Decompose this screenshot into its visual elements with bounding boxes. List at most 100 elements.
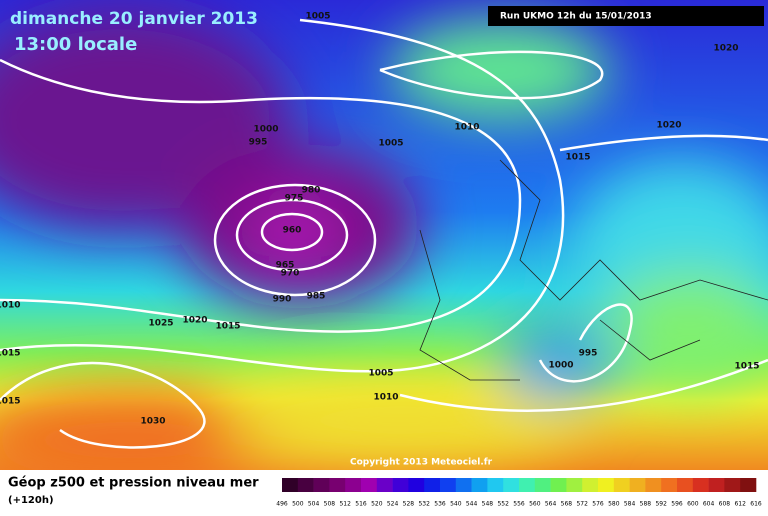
scale-cell	[361, 478, 378, 492]
scale-label: 540	[450, 501, 462, 508]
header: dimanche 20 janvier 2013 13:00 locale Ru…	[10, 6, 764, 55]
scale-label: 548	[482, 501, 494, 508]
scale-label: 564	[545, 501, 557, 508]
scale-label: 572	[576, 501, 588, 508]
isobar-label: 975	[285, 194, 304, 204]
isobar-label: 1010	[454, 123, 479, 133]
scale-label: 556	[513, 501, 525, 508]
scale-cell	[424, 478, 441, 492]
isobar-label: 965	[276, 261, 295, 271]
scale-cell	[724, 478, 741, 492]
scale-label: 596	[671, 501, 683, 508]
scale-cell	[313, 478, 330, 492]
isobar-label: 1020	[656, 121, 681, 131]
scale-label: 592	[655, 501, 667, 508]
scale-cell	[519, 478, 536, 492]
isobar-label: 960	[283, 226, 302, 236]
legend: Géop z500 et pression niveau mer (+120h)…	[0, 470, 768, 512]
scale-label: 544	[466, 501, 478, 508]
isobar-label: 1010	[0, 301, 21, 311]
scale-cell	[566, 478, 583, 492]
scale-cell	[392, 478, 409, 492]
scale-cell	[629, 478, 646, 492]
scale-cell	[677, 478, 694, 492]
scale-cell	[503, 478, 520, 492]
scale-cell	[708, 478, 725, 492]
scale-label: 532	[418, 501, 430, 508]
scale-cell	[661, 478, 678, 492]
scale-label: 600	[687, 501, 699, 508]
scale-label: 504	[308, 501, 320, 508]
isobar-label: 1020	[713, 44, 738, 54]
scale-label: 580	[608, 501, 620, 508]
run-box	[488, 6, 764, 26]
isobar-label: 985	[307, 292, 326, 302]
scale-label: 520	[371, 501, 383, 508]
scale-label: 616	[750, 501, 762, 508]
isobar-label: 970	[281, 269, 300, 279]
run: Run UKMO 12h du 15/01/2013	[500, 12, 652, 22]
isobar-label: 1015	[0, 349, 21, 359]
scale-cell	[645, 478, 662, 492]
isobar-label: 1015	[565, 153, 590, 163]
scale-cell	[282, 478, 299, 492]
scale-label: 568	[561, 501, 573, 508]
scale-cell	[740, 478, 757, 492]
scale-cell	[329, 478, 346, 492]
time: 13:00 locale	[14, 34, 137, 55]
legend-title: Géop z500 et pression niveau mer	[8, 476, 259, 491]
scale-cell	[550, 478, 567, 492]
copyright: Copyright 2013 Meteociel.fr	[350, 458, 493, 468]
isobar-label: 1010	[373, 393, 398, 403]
scale-label: 560	[529, 501, 541, 508]
scale-label: 516	[355, 501, 367, 508]
date: dimanche 20 janvier 2013	[10, 9, 258, 29]
scale-cell	[613, 478, 630, 492]
scale-label: 612	[734, 501, 746, 508]
scale-label: 584	[624, 501, 636, 508]
isobar-label: 1005	[378, 139, 403, 149]
scale-label: 608	[719, 501, 731, 508]
isobar-label: 990	[273, 295, 292, 305]
scale-label: 524	[387, 501, 399, 508]
isobar-label: 1005	[368, 369, 393, 379]
scale-label: 588	[640, 501, 652, 508]
scale-label: 604	[703, 501, 715, 508]
scale-label: 536	[434, 501, 446, 508]
isobar-label: 1005	[305, 12, 330, 22]
scale-cell	[408, 478, 425, 492]
scale-label: 508	[324, 501, 336, 508]
scale-cell	[297, 478, 314, 492]
isobar-label: 1030	[140, 417, 165, 427]
scale-label: 576	[592, 501, 604, 508]
isobar-label: 1015	[0, 397, 21, 407]
scale-label: 512	[339, 501, 351, 508]
scale-cell	[376, 478, 393, 492]
scale-label: 528	[403, 501, 415, 508]
isobar-label: 1020	[182, 316, 207, 326]
isobar-label: 1000	[548, 361, 573, 371]
scale-label: 500	[292, 501, 304, 508]
isobar-label: 1015	[215, 322, 240, 332]
scale-label: 552	[497, 501, 509, 508]
scale-cell	[582, 478, 599, 492]
scale-cell	[487, 478, 504, 492]
scale-cell	[534, 478, 551, 492]
isobar-label: 1025	[148, 319, 173, 329]
isobar-label: 995	[249, 138, 268, 148]
scale-cell	[471, 478, 488, 492]
isobar-label: 980	[302, 186, 321, 196]
scale-cell	[345, 478, 362, 492]
color-scale: 496 500 504 508 512 516 520 524 528 532 536 540 544 5…	[276, 478, 762, 508]
isobar-label: 1015	[734, 362, 759, 372]
scale-label: 496	[276, 501, 288, 508]
scale-cell	[598, 478, 615, 492]
map-field	[0, 0, 768, 490]
scale-cell	[692, 478, 709, 492]
isobar-label: 1000	[253, 125, 278, 135]
scale-cell	[440, 478, 457, 492]
isobar-label: 995	[579, 349, 598, 359]
scale-cell	[455, 478, 472, 492]
